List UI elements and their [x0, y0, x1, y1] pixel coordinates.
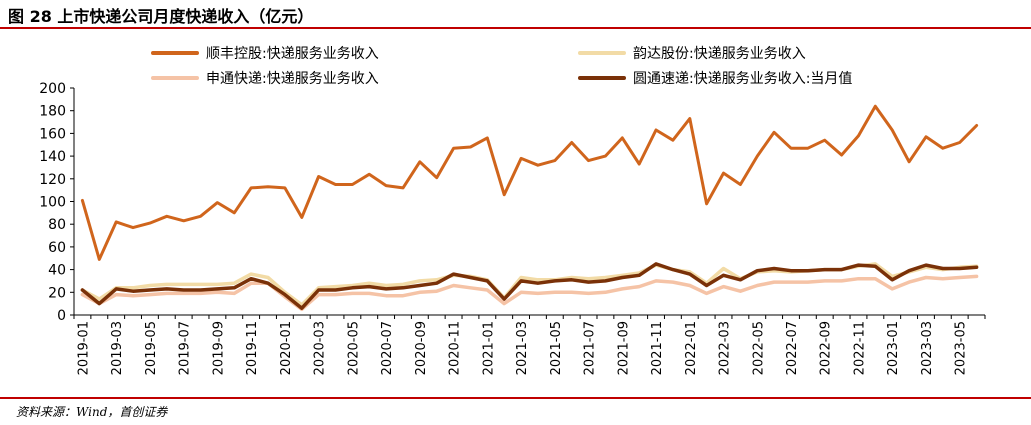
- x-tick-label: 2021-01: [481, 321, 496, 375]
- x-tick-label: 2021-11: [650, 321, 665, 375]
- title-rule: [0, 27, 1031, 29]
- x-tick-label: 2023-05: [954, 321, 969, 375]
- y-tick-label: 140: [39, 149, 66, 165]
- x-tick-label: 2022-03: [718, 321, 733, 375]
- x-tick-label: 2021-07: [583, 321, 598, 375]
- source-rule: [0, 397, 1031, 399]
- x-tick-label: 2022-09: [819, 321, 834, 375]
- x-tick-label: 2019-09: [211, 321, 226, 375]
- x-tick-label: 2019-07: [178, 321, 193, 375]
- x-tick-label: 2022-11: [852, 321, 867, 375]
- series-line: [80, 274, 979, 312]
- x-tick-label: 2021-05: [549, 321, 564, 375]
- x-tick-label: 2019-05: [144, 321, 159, 375]
- x-tick-label: 2021-09: [616, 321, 631, 375]
- x-tick-label: 2019-03: [110, 321, 125, 375]
- series-line: [80, 262, 979, 310]
- legend-label: 顺丰控股:快递服务业务收入: [206, 46, 379, 62]
- x-tick-label: 2021-03: [515, 321, 530, 375]
- series-line: [80, 104, 979, 261]
- source-note: 资料来源：Wind，首创证券: [16, 405, 168, 419]
- x-tick-label: 2020-11: [448, 321, 463, 375]
- y-tick-label: 200: [39, 81, 66, 97]
- x-tick-label: 2023-01: [886, 321, 901, 375]
- x-tick-label: 2020-07: [380, 321, 395, 375]
- x-tick-label: 2020-09: [414, 321, 429, 375]
- y-tick-label: 180: [39, 104, 66, 120]
- y-tick-label: 120: [39, 172, 66, 188]
- legend-label: 圆通速递:快递服务业务收入:当月值: [633, 71, 852, 87]
- legend-label: 申通快递:快递服务业务收入: [206, 71, 379, 87]
- y-tick-label: 100: [39, 195, 66, 211]
- x-tick-label: 2022-07: [785, 321, 800, 375]
- y-tick-label: 40: [48, 263, 66, 279]
- y-tick-label: 60: [48, 240, 66, 256]
- x-tick-label: 2023-03: [920, 321, 935, 375]
- legend-label: 韵达股份:快递服务业务收入: [633, 46, 806, 62]
- x-tick-label: 2020-01: [279, 321, 294, 375]
- y-tick-label: 80: [48, 217, 66, 233]
- x-tick-label: 2022-01: [684, 321, 699, 375]
- figure-title: 图 28 上市快递公司月度快递收入（亿元）: [8, 7, 314, 26]
- x-tick-label: 2019-01: [76, 321, 91, 375]
- x-tick-label: 2022-05: [751, 321, 766, 375]
- x-tick-label: 2020-05: [346, 321, 361, 375]
- y-tick-label: 20: [48, 285, 66, 301]
- x-tick-label: 2019-11: [245, 321, 260, 375]
- y-tick-label: 160: [39, 126, 66, 142]
- y-tick-label: 0: [57, 308, 66, 324]
- x-tick-label: 2020-03: [313, 321, 328, 375]
